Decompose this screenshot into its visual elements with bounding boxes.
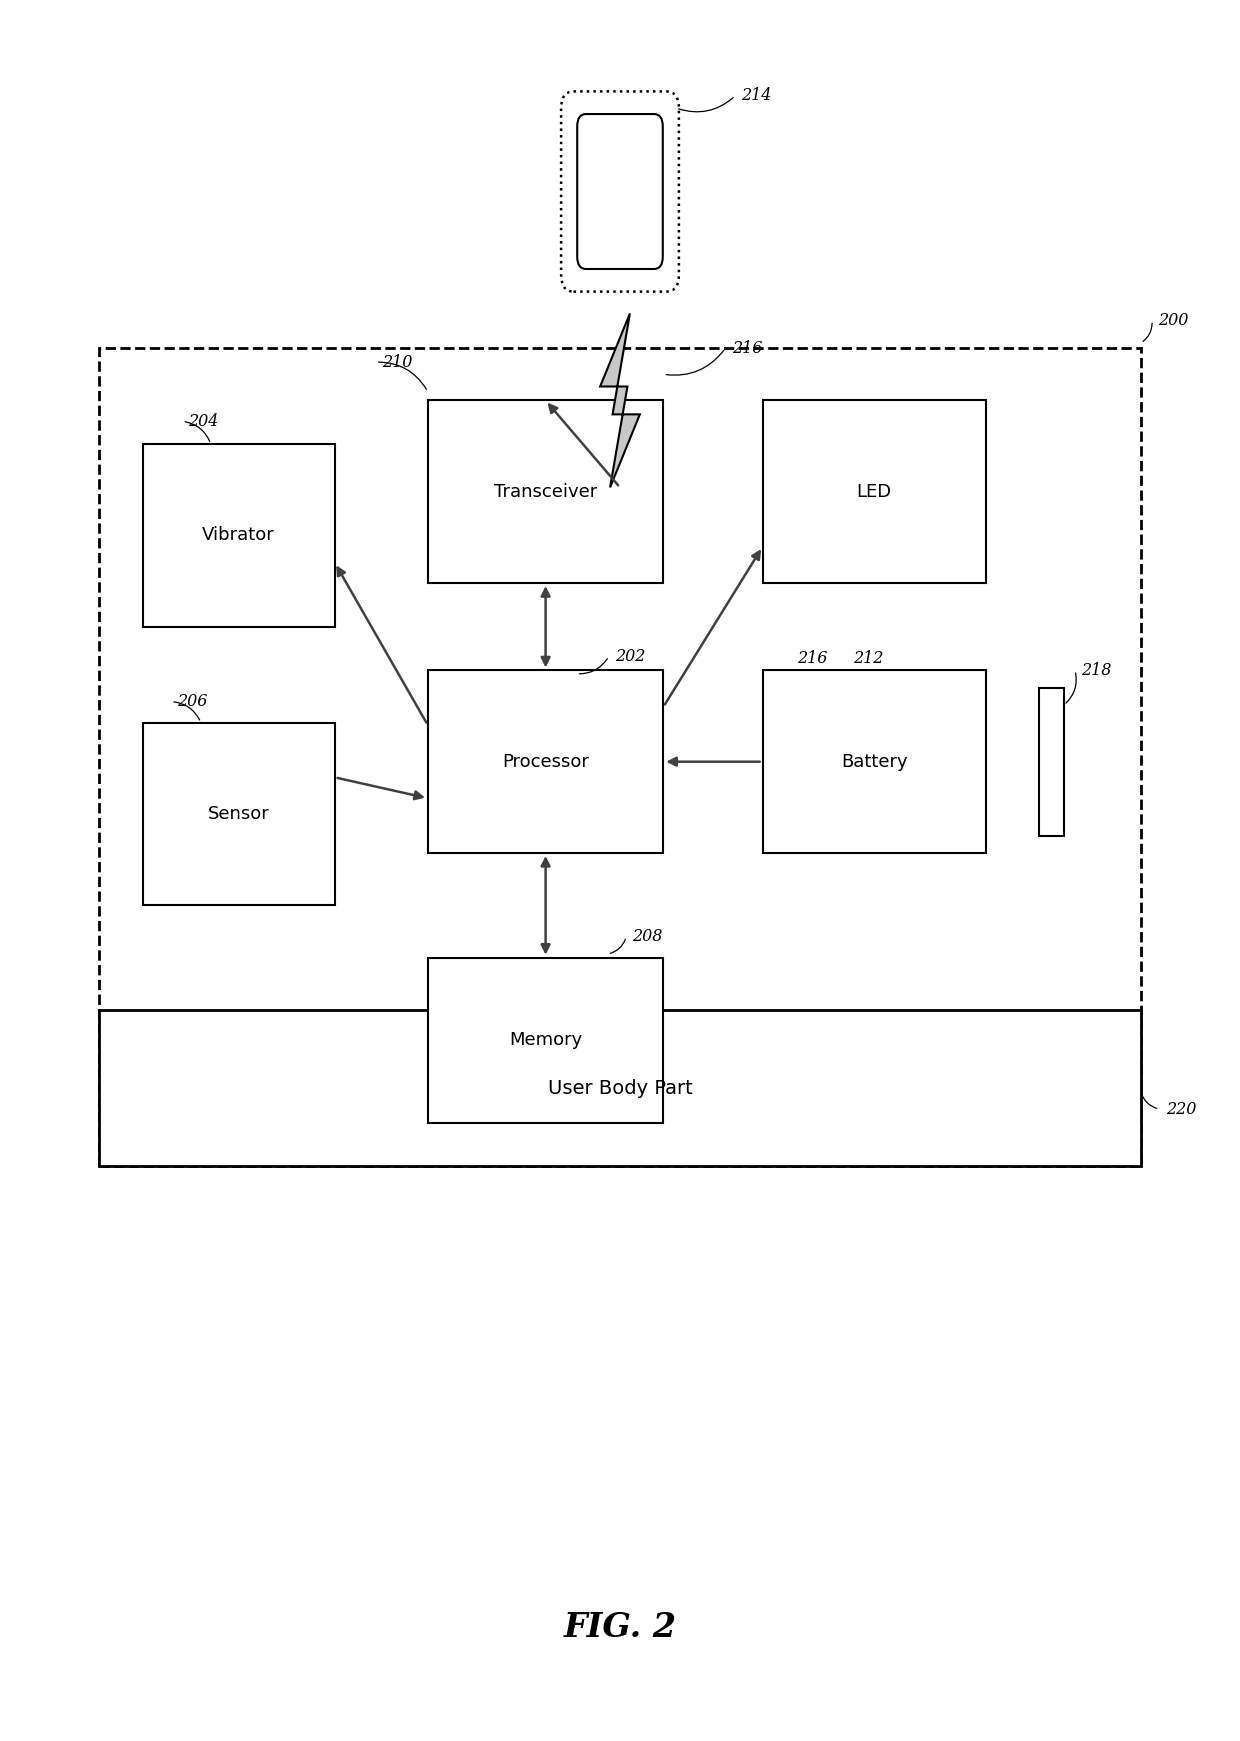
FancyArrowPatch shape: [549, 404, 619, 486]
Text: User Body Part: User Body Part: [548, 1079, 692, 1097]
Text: 200: 200: [1158, 312, 1188, 329]
FancyBboxPatch shape: [577, 115, 662, 268]
Bar: [99, 1010, 1141, 1166]
Bar: [763, 400, 986, 583]
Bar: [143, 444, 335, 627]
Text: Sensor: Sensor: [208, 804, 269, 823]
Text: LED: LED: [857, 482, 892, 501]
Text: 214: 214: [742, 87, 771, 104]
Bar: [99, 348, 1141, 1166]
Text: Memory: Memory: [508, 1031, 583, 1050]
Text: FIG. 2: FIG. 2: [563, 1612, 677, 1644]
Text: 202: 202: [615, 648, 645, 665]
Text: 208: 208: [632, 928, 662, 945]
FancyBboxPatch shape: [560, 91, 680, 291]
Bar: [143, 723, 335, 905]
Text: Battery: Battery: [841, 752, 908, 771]
FancyArrowPatch shape: [542, 588, 549, 665]
Text: 204: 204: [188, 413, 218, 430]
Text: 220: 220: [1166, 1100, 1195, 1118]
Text: 216: 216: [732, 339, 761, 357]
FancyArrowPatch shape: [665, 552, 760, 705]
Bar: [428, 670, 663, 853]
FancyArrowPatch shape: [337, 568, 427, 723]
Text: 216: 216: [797, 649, 827, 667]
Text: 218: 218: [1081, 662, 1111, 679]
Polygon shape: [600, 313, 640, 487]
FancyArrowPatch shape: [542, 858, 549, 952]
Text: 212: 212: [853, 649, 883, 667]
Bar: [1039, 688, 1064, 836]
Text: 206: 206: [177, 693, 207, 710]
Text: Processor: Processor: [502, 752, 589, 771]
Bar: [763, 670, 986, 853]
FancyArrowPatch shape: [337, 778, 423, 799]
Text: Vibrator: Vibrator: [202, 526, 275, 545]
Bar: [428, 958, 663, 1123]
Bar: [428, 400, 663, 583]
Text: 210: 210: [382, 353, 412, 371]
FancyArrowPatch shape: [668, 757, 760, 766]
Text: Transceiver: Transceiver: [494, 482, 598, 501]
